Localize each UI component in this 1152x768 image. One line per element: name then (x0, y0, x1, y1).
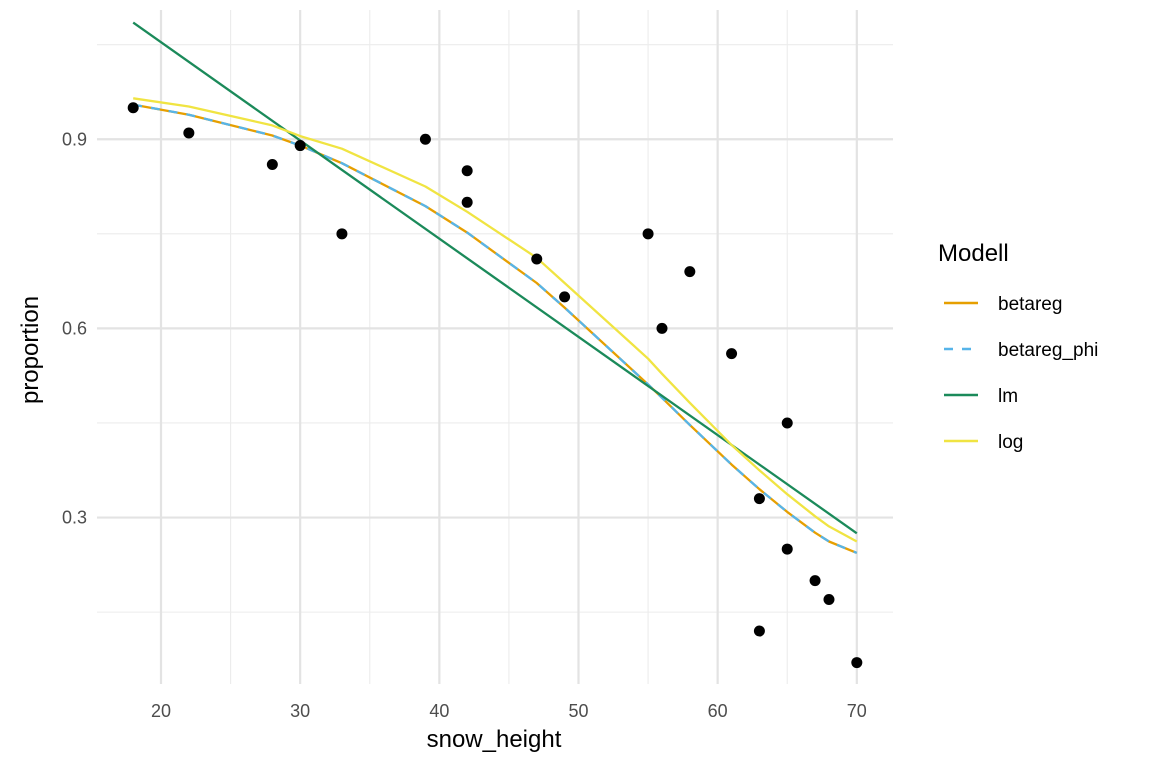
x-tick-label: 50 (568, 701, 588, 721)
data-point (781, 543, 793, 555)
x-axis-ticks: 20 30 40 50 60 70 (151, 701, 867, 721)
data-point (851, 657, 863, 669)
data-point (461, 165, 473, 177)
data-point (531, 253, 543, 265)
data-point (294, 140, 306, 152)
data-point (753, 493, 765, 505)
data-point (684, 266, 696, 278)
y-axis-ticks: 0.3 0.6 0.9 (62, 129, 87, 527)
series-line-lm (132, 21, 858, 535)
major-gridlines (97, 10, 893, 684)
data-point (419, 133, 431, 145)
data-point (726, 348, 738, 360)
x-tick-label: 60 (708, 701, 728, 721)
legend-label-betareg-phi: betareg_phi (998, 340, 1098, 361)
x-tick-label: 70 (847, 701, 867, 721)
data-point (127, 102, 139, 114)
data-point (656, 322, 668, 334)
x-axis-title: snow_height (427, 726, 562, 753)
minor-gridlines (97, 10, 893, 684)
legend-label-lm: lm (998, 386, 1018, 407)
x-tick-label: 40 (429, 701, 449, 721)
series-lines (132, 21, 858, 554)
data-point (809, 575, 821, 587)
x-tick-label: 20 (151, 701, 171, 721)
legend-label-betareg: betareg (998, 294, 1062, 315)
data-point (823, 594, 835, 606)
series-line-log (133, 97, 858, 543)
legend-title: Modell (938, 240, 1009, 267)
data-point (461, 196, 473, 208)
data-point (753, 625, 765, 637)
data-point (266, 158, 278, 170)
x-tick-label: 30 (290, 701, 310, 721)
data-point (336, 228, 348, 240)
y-tick-label: 0.6 (62, 318, 87, 338)
y-tick-label: 0.3 (62, 508, 87, 528)
data-point (183, 127, 195, 139)
data-point (781, 417, 793, 429)
data-points (127, 102, 863, 669)
y-axis-title: proportion (17, 296, 44, 404)
data-point (642, 228, 654, 240)
y-tick-label: 0.9 (62, 129, 87, 149)
data-point (559, 291, 571, 303)
legend-label-log: log (998, 432, 1023, 453)
